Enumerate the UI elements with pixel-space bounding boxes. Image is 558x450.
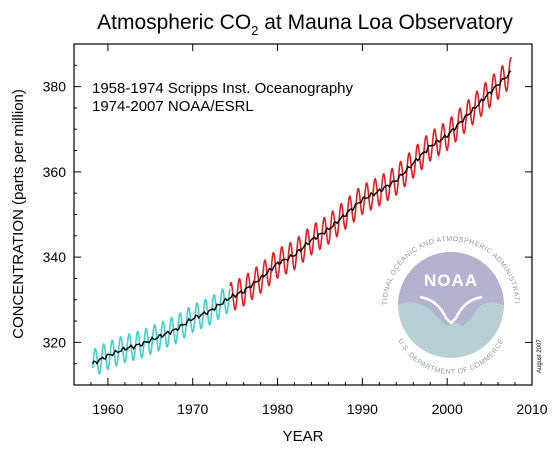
- y-tick-label: 360: [43, 164, 67, 180]
- noaa-logo-icon: NATIONAL OCEANIC AND ATMOSPHERIC ADMINIS…: [0, 0, 520, 377]
- series-trend-line: [92, 70, 512, 365]
- x-tick-label: 2000: [432, 401, 463, 417]
- series-scripps-line: [91, 288, 231, 376]
- x-tick-label: 2010: [516, 401, 547, 417]
- x-tick-label: 1980: [262, 401, 293, 417]
- series-noaa-line: [229, 56, 513, 311]
- annotation-scripps: 1958-1974 Scripps Inst. Oceanography: [92, 80, 353, 97]
- x-axis: 1960 1970 1980 1990 2000 2010: [73, 44, 548, 417]
- noaa-logo-text: NOAA: [424, 271, 478, 290]
- chart-title: Atmospheric CO2 at Mauna Loa Observatory: [97, 11, 513, 38]
- y-axis: 320 340 360 380: [43, 43, 532, 386]
- y-axis-label: CONCENTRATION (parts per million): [10, 89, 27, 339]
- x-tick-label: 1990: [347, 401, 378, 417]
- y-tick-label: 340: [43, 249, 67, 265]
- x-tick-label: 1970: [177, 401, 208, 417]
- y-tick-label: 320: [43, 334, 67, 350]
- x-tick-label: 1960: [92, 401, 123, 417]
- date-note: August 2007: [537, 339, 543, 373]
- series-group: [91, 56, 513, 376]
- x-axis-label: YEAR: [283, 428, 324, 445]
- y-tick-label: 380: [43, 79, 67, 95]
- annotation-noaa: 1974-2007 NOAA/ESRL: [92, 98, 254, 115]
